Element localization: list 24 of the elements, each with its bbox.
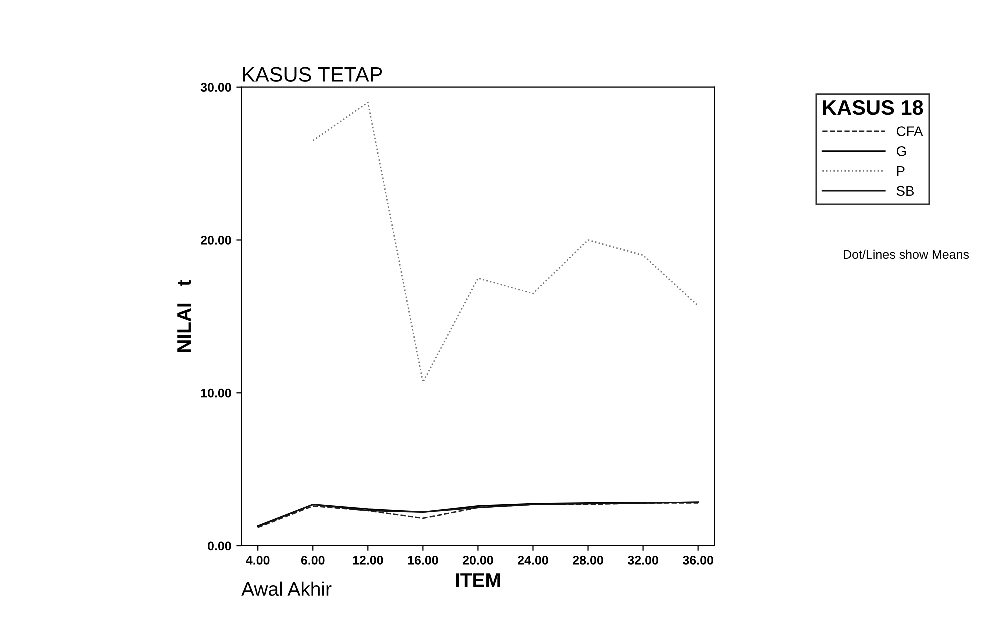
legend-label: SB: [896, 186, 914, 196]
text: Awal Akhir: [242, 582, 332, 596]
x-tick-label: 16.00: [408, 556, 438, 565]
y-tick-label: 20.00: [201, 236, 232, 245]
legend-label: G: [896, 146, 906, 156]
legend-label: P: [897, 166, 905, 176]
legend-title: KASUS 18: [823, 100, 924, 116]
x-tick-label: 20.00: [463, 556, 494, 565]
x-tick-label: 36.00: [682, 556, 714, 565]
x-tick-label: 32.00: [628, 556, 658, 565]
y-tick-label: 10.00: [201, 388, 232, 398]
chart-title: KASUS TETAP: [243, 67, 382, 82]
x-tick-label: 6.00: [301, 556, 325, 565]
text: Dot/Lines show Means: [844, 250, 970, 260]
line-series: [312, 102, 700, 384]
x-tick-label: 28.00: [573, 556, 604, 565]
x-tick-label: 12.00: [353, 556, 384, 565]
y-axis-title: NILAI t: [178, 280, 192, 352]
y-tick-label: 0.00: [208, 542, 232, 551]
x-axis-title: ITEM: [456, 574, 500, 588]
y-tick-label: 30.00: [200, 83, 232, 92]
x-tick-label: 4.00: [246, 556, 270, 565]
legend-label: CFA: [896, 126, 924, 136]
x-tick-label: 24.00: [518, 556, 548, 565]
